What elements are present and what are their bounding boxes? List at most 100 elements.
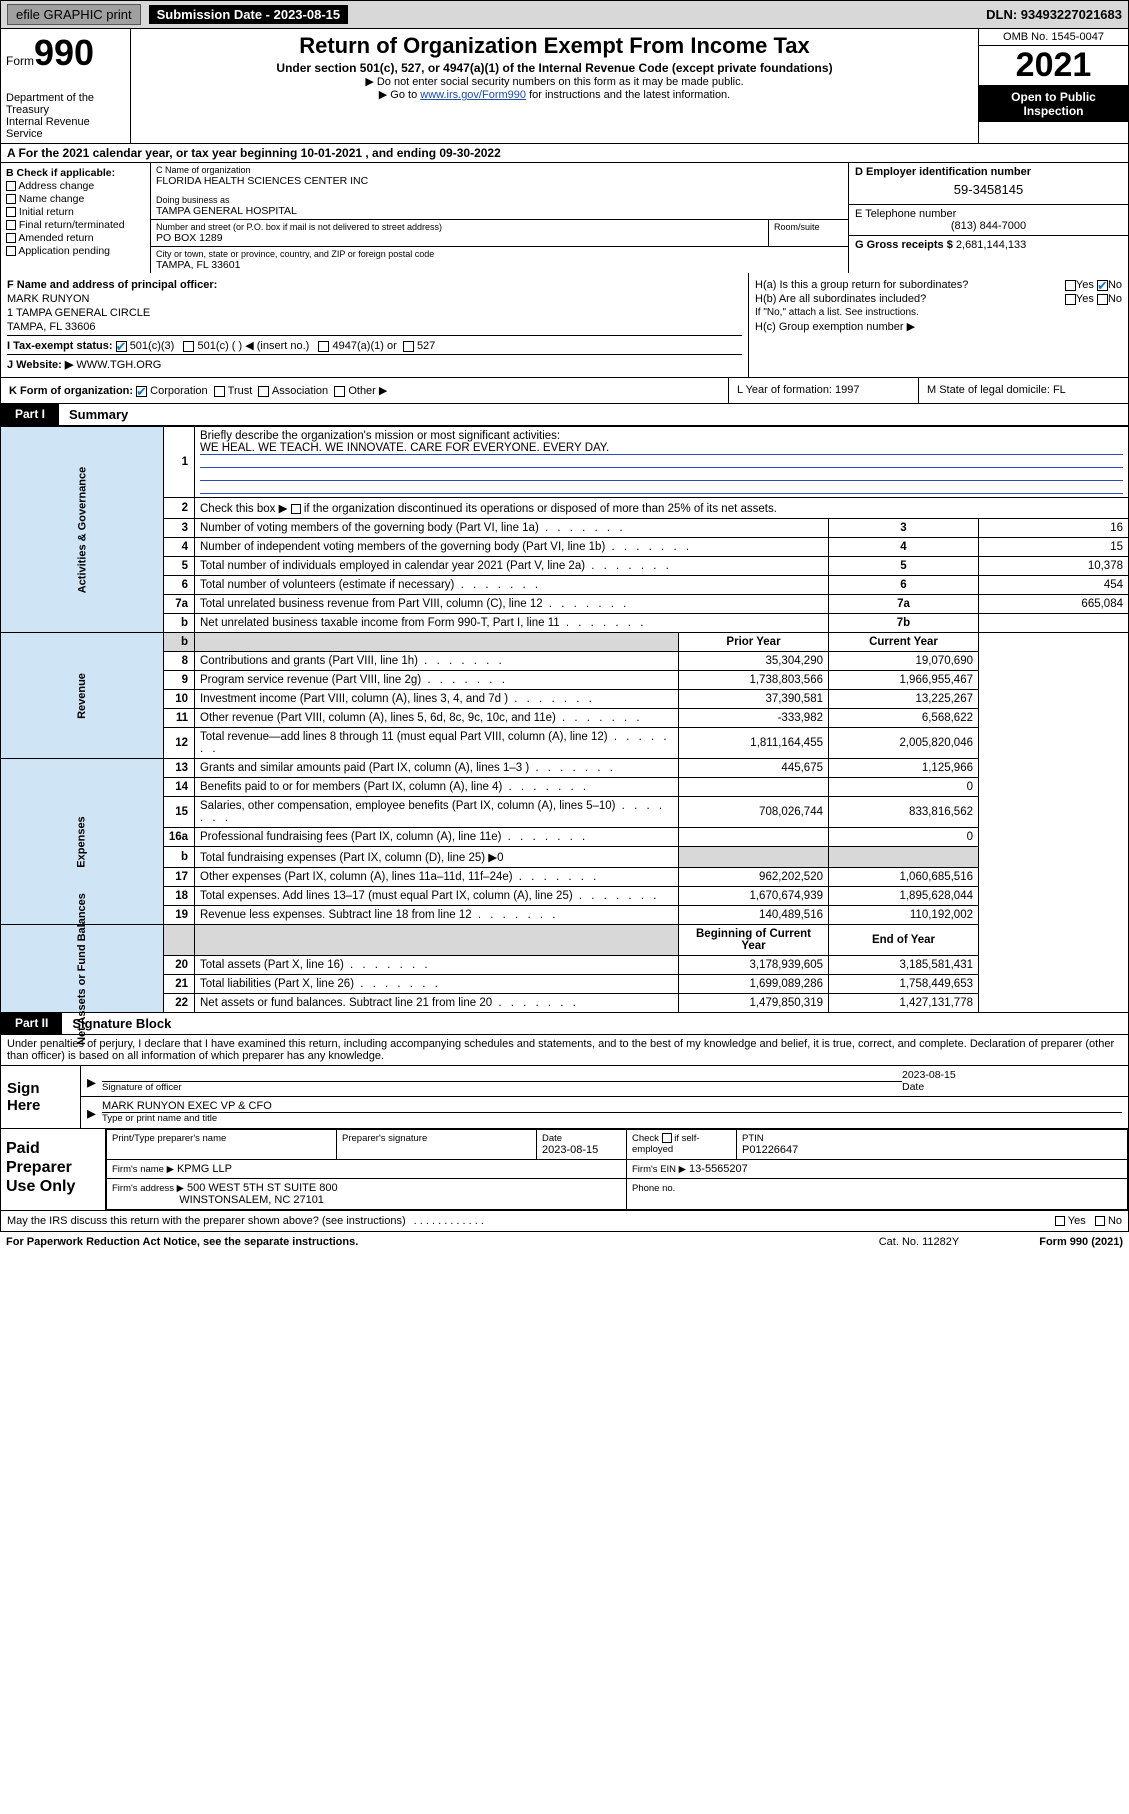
- may-yes[interactable]: [1055, 1216, 1065, 1226]
- form-number-box: Form990 Department of the Treasury Inter…: [1, 29, 131, 143]
- chk-amended[interactable]: Amended return: [6, 232, 145, 244]
- table-row: 16aProfessional fundraising fees (Part I…: [1, 828, 1129, 847]
- signature-intro: Under penalties of perjury, I declare th…: [0, 1035, 1129, 1066]
- header-right: OMB No. 1545-0047 2021 Open to Public In…: [978, 29, 1128, 143]
- irs-label: Internal Revenue Service: [6, 116, 125, 140]
- chk-501c[interactable]: [183, 341, 194, 352]
- q2: Check this box ▶ if the organization dis…: [195, 498, 1129, 519]
- firm-name-label: Firm's name ▶: [112, 1164, 174, 1175]
- chk-501c3[interactable]: [116, 341, 127, 352]
- officer-addr1: 1 TAMPA GENERAL CIRCLE: [7, 307, 742, 319]
- officer-printed: MARK RUNYON EXEC VP & CFO: [102, 1100, 1122, 1112]
- header-sub1: Under section 501(c), 527, or 4947(a)(1)…: [137, 61, 972, 75]
- may-discuss-q: May the IRS discuss this return with the…: [7, 1215, 406, 1227]
- paid-preparer-block: Paid Preparer Use Only Print/Type prepar…: [0, 1129, 1129, 1211]
- ptin: P01226647: [742, 1144, 1122, 1156]
- chk-assoc[interactable]: [258, 386, 269, 397]
- chk-final-return[interactable]: Final return/terminated: [6, 219, 145, 231]
- chk-4947[interactable]: [318, 341, 329, 352]
- box-b-title: B Check if applicable:: [6, 167, 145, 179]
- chk-initial-return[interactable]: Initial return: [6, 206, 145, 218]
- entity-block: B Check if applicable: Address change Na…: [0, 163, 1129, 273]
- org-name-label: C Name of organization: [156, 165, 843, 175]
- city-label: City or town, state or province, country…: [156, 249, 843, 259]
- table-row: 17Other expenses (Part IX, column (A), l…: [1, 868, 1129, 887]
- firm-addr-label: Firm's address ▶: [112, 1183, 184, 1194]
- header-sub3: ▶ Go to www.irs.gov/Form990 for instruct…: [137, 88, 972, 101]
- box-b: B Check if applicable: Address change Na…: [1, 163, 151, 273]
- org-name: FLORIDA HEALTH SCIENCES CENTER INC: [156, 175, 843, 187]
- ein: 59-3458145: [855, 178, 1122, 201]
- chk-name-change[interactable]: Name change: [6, 193, 145, 205]
- opt-501c: 501(c) ( ) ◀ (insert no.): [198, 340, 310, 352]
- city: TAMPA, FL 33601: [156, 259, 843, 271]
- chk-trust[interactable]: [214, 386, 225, 397]
- sig-date-label: Date: [902, 1081, 1122, 1093]
- table-row: 3Number of voting members of the governi…: [1, 519, 1129, 538]
- chk-other[interactable]: [334, 386, 345, 397]
- section-fghij: F Name and address of principal officer:…: [0, 273, 1129, 378]
- chk-app-pending[interactable]: Application pending: [6, 245, 145, 257]
- ha-yes[interactable]: [1065, 280, 1076, 291]
- opt-527: 527: [417, 340, 435, 352]
- table-row: bNet unrelated business taxable income f…: [1, 614, 1129, 633]
- opt-501c3: 501(c)(3): [130, 340, 175, 352]
- may-no[interactable]: [1095, 1216, 1105, 1226]
- dln: DLN: 93493227021683: [986, 7, 1122, 22]
- row-j-label: J Website: ▶: [7, 359, 73, 371]
- form-header: Form990 Department of the Treasury Inter…: [0, 29, 1129, 144]
- prep-name-label: Print/Type preparer's name: [112, 1133, 331, 1144]
- vtab-revenue: Revenue: [1, 633, 164, 759]
- open-inspection: Open to Public Inspection: [979, 86, 1128, 122]
- table-row: 11Other revenue (Part VIII, column (A), …: [1, 709, 1129, 728]
- hb-yes[interactable]: [1065, 294, 1076, 305]
- hb-no[interactable]: [1097, 294, 1108, 305]
- part1-header: Part I Summary: [0, 404, 1129, 426]
- table-row: 4Number of independent voting members of…: [1, 538, 1129, 557]
- part1-tag: Part I: [1, 404, 59, 425]
- gross-label: G Gross receipts $: [855, 239, 953, 251]
- caret-icon: ▸: [87, 1103, 96, 1124]
- gross-receipts: 2,681,144,133: [956, 239, 1026, 251]
- addr: PO BOX 1289: [156, 232, 763, 244]
- box-c: C Name of organization FLORIDA HEALTH SC…: [151, 163, 848, 273]
- box-deg: D Employer identification number 59-3458…: [848, 163, 1128, 273]
- form-990: 990: [34, 32, 94, 73]
- table-row: 18Total expenses. Add lines 13–17 (must …: [1, 887, 1129, 906]
- vtab-governance: Activities & Governance: [1, 427, 164, 633]
- firm-phone-label: Phone no.: [632, 1183, 675, 1194]
- website: WWW.TGH.ORG: [76, 359, 161, 371]
- firm-addr1: 500 WEST 5TH ST SUITE 800: [187, 1182, 338, 1194]
- firm-ein: 13-5565207: [689, 1163, 748, 1175]
- omb-number: OMB No. 1545-0047: [979, 29, 1128, 46]
- sign-block: Sign Here ▸ Signature of officer 2023-08…: [0, 1066, 1129, 1129]
- table-row: 6Total number of volunteers (estimate if…: [1, 576, 1129, 595]
- table-row: 14Benefits paid to or for members (Part …: [1, 778, 1129, 797]
- box-f-label: F Name and address of principal officer:: [7, 279, 217, 291]
- row-k: K Form of organization: Corporation Trus…: [0, 378, 1129, 404]
- ha-no[interactable]: [1097, 280, 1108, 291]
- row-may-discuss: May the IRS discuss this return with the…: [0, 1211, 1129, 1232]
- dba: TAMPA GENERAL HOSPITAL: [156, 205, 843, 217]
- sig-officer-label: Signature of officer: [102, 1081, 902, 1093]
- header-sub2: ▶ Do not enter social security numbers o…: [137, 75, 972, 88]
- topbar: efile GRAPHIC print Submission Date - 20…: [0, 0, 1129, 29]
- firm-name: KPMG LLP: [177, 1163, 232, 1175]
- k-label: K Form of organization:: [9, 385, 133, 397]
- cat-no: Cat. No. 11282Y: [879, 1236, 960, 1248]
- table-row: 22Net assets or fund balances. Subtract …: [1, 994, 1129, 1013]
- hb-label: H(b) Are all subordinates included?: [755, 293, 926, 305]
- table-row: 5Total number of individuals employed in…: [1, 557, 1129, 576]
- chk-527[interactable]: [403, 341, 414, 352]
- line-1: 1: [163, 427, 194, 498]
- opt-4947: 4947(a)(1) or: [333, 340, 397, 352]
- chk-corp[interactable]: [136, 386, 147, 397]
- chk-address-change[interactable]: Address change: [6, 180, 145, 192]
- part1-title: Summary: [59, 404, 138, 425]
- officer-name: MARK RUNYON: [7, 293, 742, 305]
- efile-print-button[interactable]: efile GRAPHIC print: [7, 4, 141, 25]
- dba-label: Doing business as: [156, 195, 843, 205]
- firm-ein-label: Firm's EIN ▶: [632, 1164, 686, 1175]
- prep-sig-label: Preparer's signature: [342, 1133, 531, 1144]
- irs-link[interactable]: www.irs.gov/Form990: [420, 89, 526, 101]
